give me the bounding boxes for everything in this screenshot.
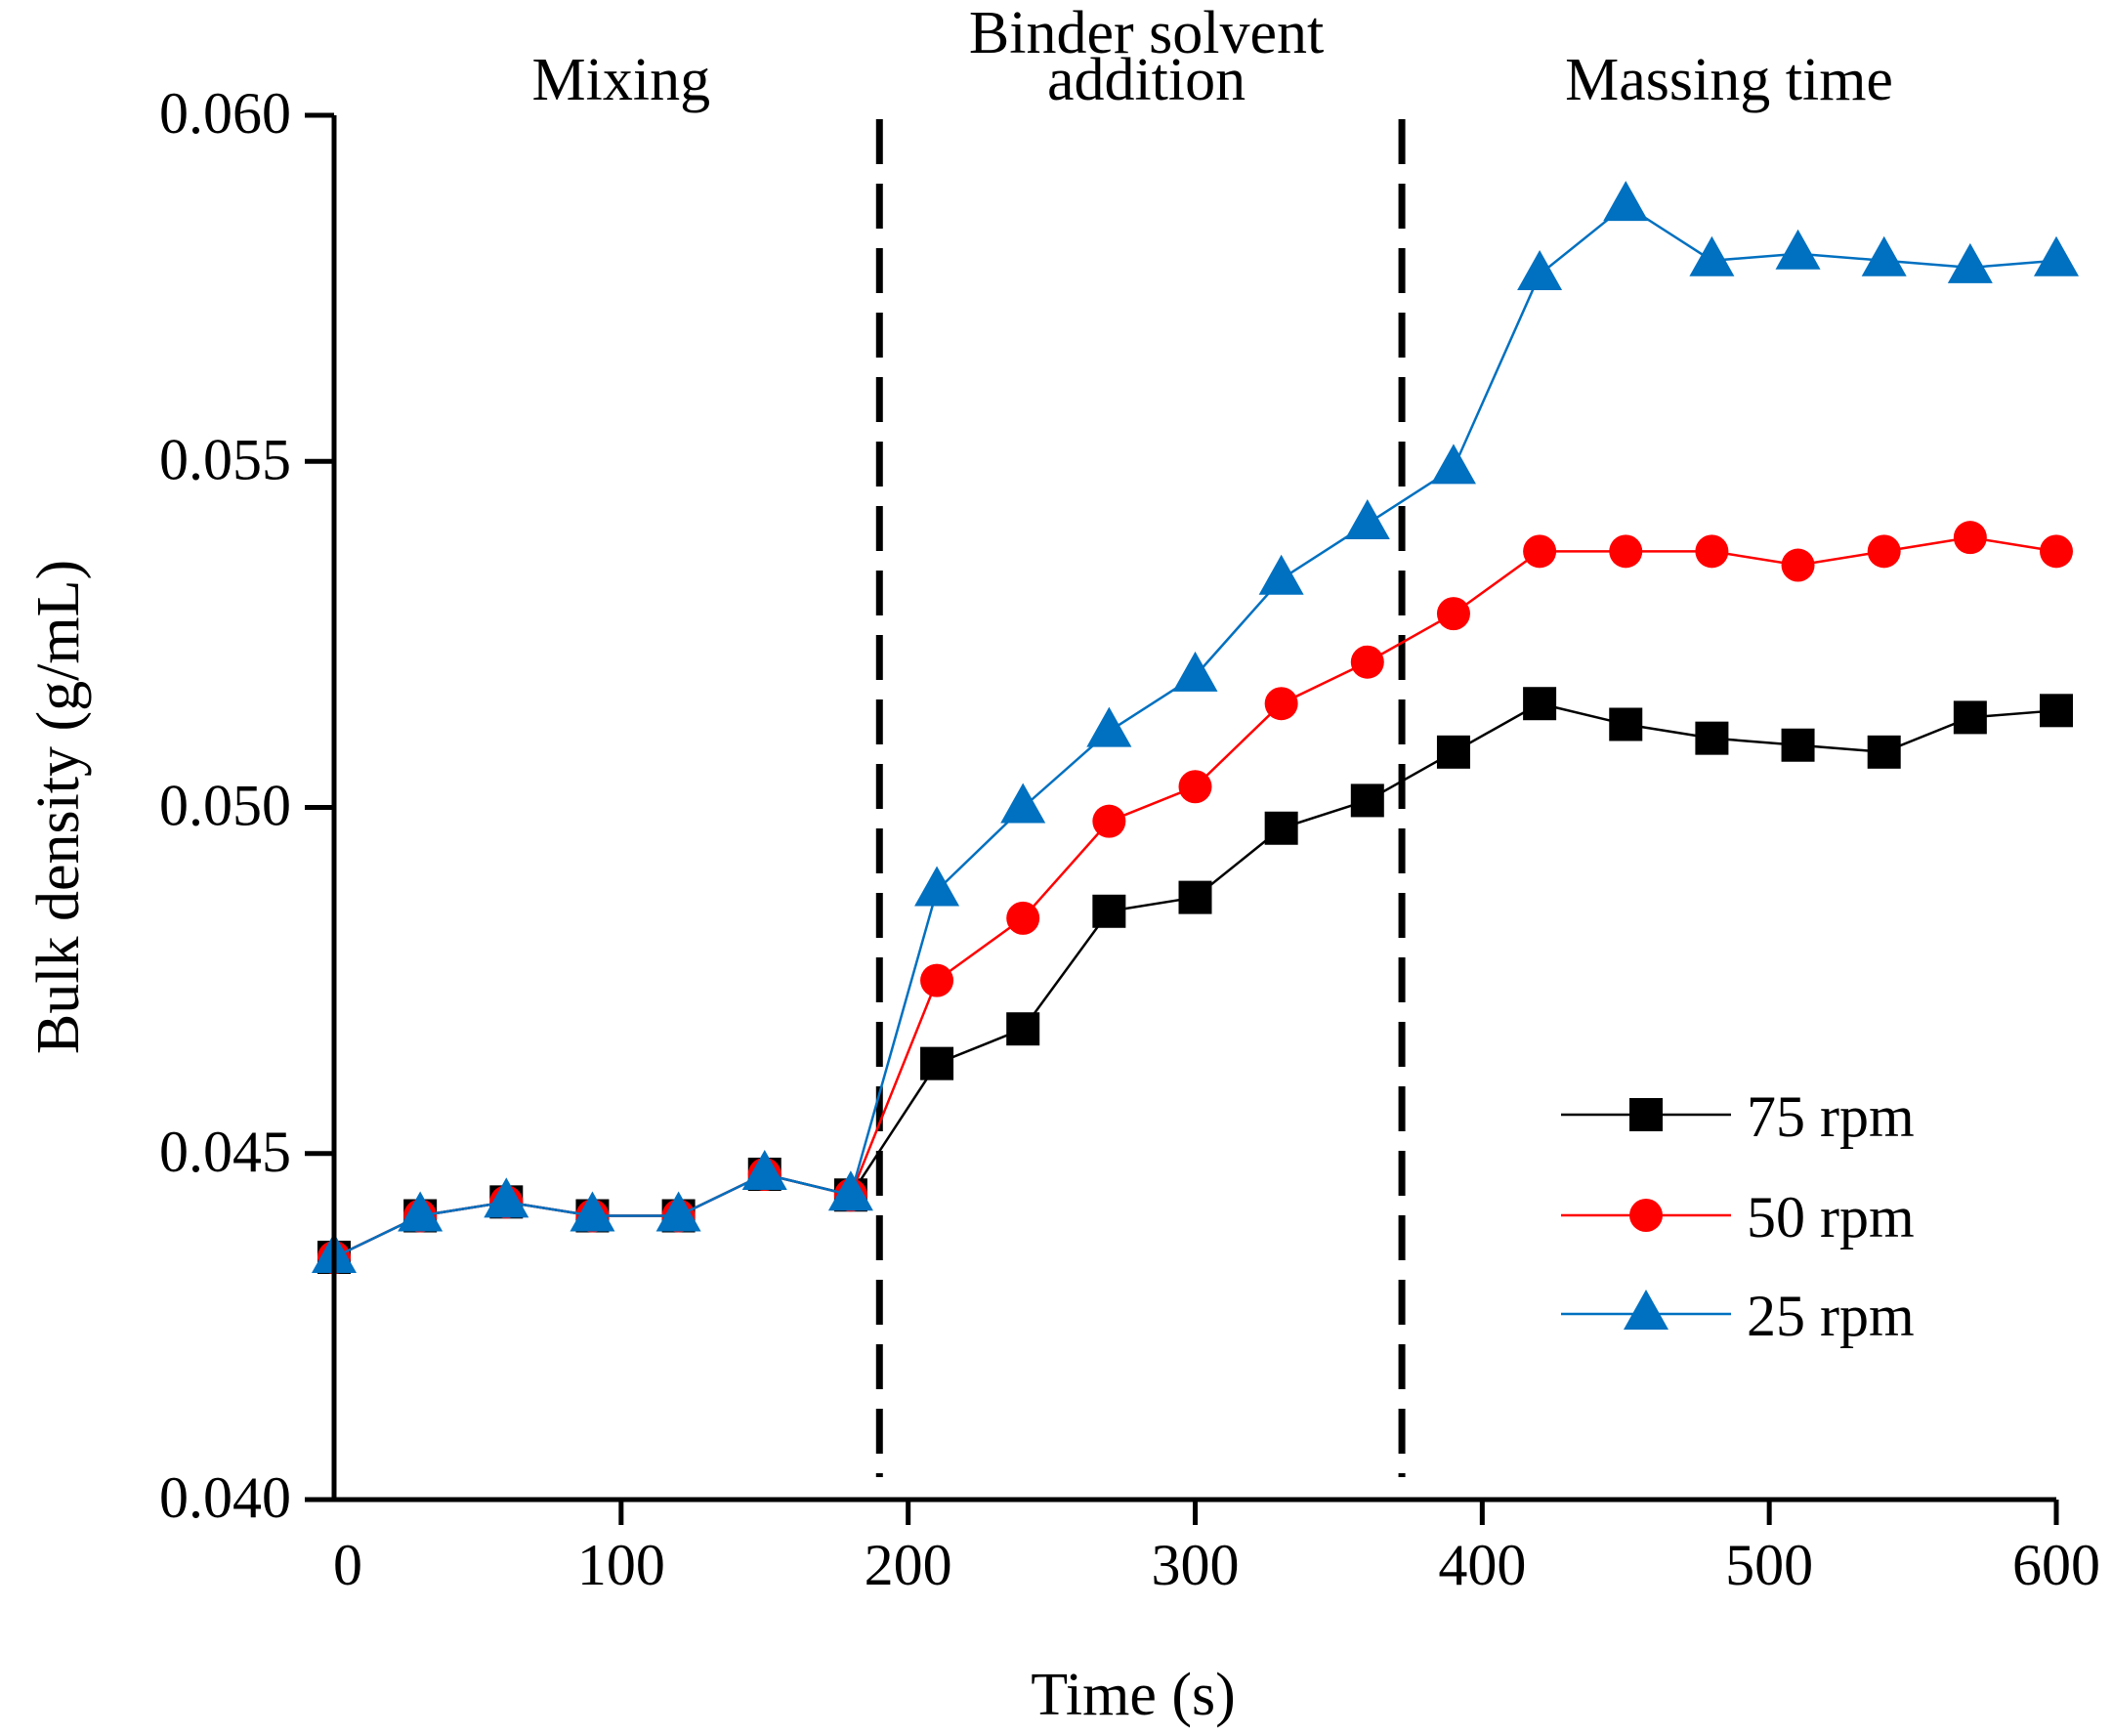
data-point: [1517, 249, 1563, 290]
data-point: [1689, 235, 1735, 276]
phase-label-line: addition: [1047, 47, 1246, 113]
legend: 75 rpm 50 rpm 25 rpm: [1561, 1084, 1915, 1348]
data-point: [1092, 804, 1126, 838]
data-point: [1000, 783, 1046, 824]
legend-marker: [1629, 1199, 1663, 1232]
data-point: [1609, 534, 1643, 569]
y-tick-label: 0.050: [159, 774, 291, 838]
data-point: [1258, 554, 1304, 595]
data-point: [2040, 694, 2073, 728]
legend-item-25-rpm: 25 rpm: [1561, 1284, 1915, 1348]
data-point: [1006, 1012, 1040, 1046]
phase-label-3: Massing time: [1565, 47, 1893, 113]
data-point: [1350, 783, 1384, 818]
data-point: [914, 866, 960, 907]
legend-item-75-rpm: 75 rpm: [1561, 1084, 1915, 1149]
data-point: [1178, 770, 1212, 804]
data-point: [1350, 645, 1384, 679]
data-point: [1178, 880, 1212, 914]
y-tick-label: 0.055: [159, 427, 291, 491]
data-point: [655, 1191, 701, 1232]
y-tick-label: 0.040: [159, 1465, 291, 1530]
data-point: [484, 1177, 529, 1218]
data-point: [1172, 651, 1218, 692]
data-point: [398, 1191, 444, 1232]
data-point: [570, 1191, 615, 1232]
legend-label: 50 rpm: [1747, 1185, 1915, 1249]
phase-label-line: Massing time: [1565, 47, 1893, 113]
data-point: [1861, 235, 1907, 276]
data-point: [1953, 700, 1987, 735]
x-tick-label: 100: [577, 1533, 665, 1597]
x-tick-label: 0: [333, 1533, 362, 1597]
x-tick-label: 200: [865, 1533, 952, 1597]
phase-label-line: Binder solvent: [969, 0, 1324, 66]
data-point: [1436, 597, 1470, 631]
data-point: [1781, 728, 1815, 762]
legend-marker: [1629, 1098, 1663, 1131]
legend-item-50-rpm: 50 rpm: [1561, 1185, 1915, 1249]
legend-label: 25 rpm: [1747, 1284, 1915, 1348]
phase-label-1: Mixing: [532, 47, 711, 113]
phase-label-2: Binder solvent addition: [969, 0, 1324, 113]
data-point: [1006, 901, 1040, 935]
data-point: [827, 1170, 873, 1211]
data-point: [1695, 721, 1729, 755]
data-point: [1086, 706, 1132, 747]
data-point: [2034, 235, 2079, 276]
data-point: [2040, 534, 2073, 569]
data-point: [1092, 894, 1126, 928]
data-point: [1953, 521, 1987, 555]
phase-dividers: [875, 119, 1406, 1477]
phase-label-line: Mixing: [532, 47, 711, 113]
y-axis-title: Bulk density (g/mL): [25, 560, 92, 1054]
legend-marker: [1624, 1290, 1668, 1330]
data-point: [1695, 534, 1729, 569]
data-point: [1344, 499, 1390, 540]
data-point: [1523, 687, 1557, 721]
data-point: [920, 963, 954, 997]
data-point: [1947, 242, 1993, 283]
data-point: [1609, 707, 1643, 741]
x-tick-label: 600: [2012, 1533, 2100, 1597]
data-point: [1867, 534, 1901, 569]
legend-label: 75 rpm: [1747, 1084, 1915, 1149]
data-point: [920, 1046, 954, 1080]
data-point: [1264, 811, 1298, 845]
y-tick-label: 0.060: [159, 81, 291, 146]
data-point: [1867, 735, 1901, 769]
data-point: [1430, 444, 1476, 485]
x-axis-title: Time (s): [1031, 1662, 1236, 1728]
data-point: [1264, 687, 1298, 721]
axis-ticks: 0 100 200 300 400 500 600 0.040 0.045 0.050 0.055 0…: [159, 81, 2100, 1597]
data-point: [1775, 229, 1821, 270]
data-point: [1523, 534, 1557, 569]
data-point: [741, 1150, 787, 1191]
phase-labels: Mixing Binder solvent addition Massing time: [532, 0, 1893, 113]
x-tick-label: 400: [1438, 1533, 1526, 1597]
x-tick-label: 500: [1725, 1533, 1813, 1597]
x-tick-label: 300: [1152, 1533, 1240, 1597]
data-point: [1781, 548, 1815, 582]
y-tick-label: 0.045: [159, 1120, 291, 1184]
data-point: [1436, 735, 1470, 769]
data-point: [1603, 181, 1649, 222]
